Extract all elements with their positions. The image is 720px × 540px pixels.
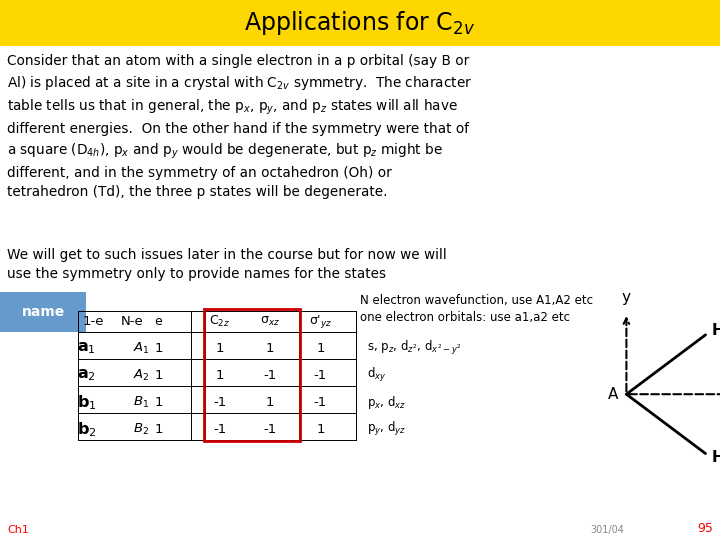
Text: -1: -1 [264, 423, 276, 436]
Text: σ$_{xz}$: σ$_{xz}$ [260, 315, 280, 328]
Text: Applications for C$_{2v}$: Applications for C$_{2v}$ [245, 9, 475, 37]
Text: 1: 1 [316, 423, 325, 436]
Text: p$_y$, d$_{yz}$: p$_y$, d$_{yz}$ [367, 420, 406, 438]
Text: N electron wavefunction, use A1,A2 etc
one electron orbitals: use a1,a2 etc: N electron wavefunction, use A1,A2 etc o… [360, 294, 593, 325]
Text: name: name [22, 305, 65, 319]
Text: B$_1$: B$_1$ [133, 395, 149, 410]
Text: A: A [608, 387, 618, 402]
Text: σ'$_{yz}$: σ'$_{yz}$ [309, 313, 332, 330]
Text: A$_2$: A$_2$ [132, 368, 150, 383]
Text: d$_{xy}$: d$_{xy}$ [367, 366, 387, 384]
Text: 1: 1 [266, 396, 274, 409]
Text: 1: 1 [215, 369, 224, 382]
Text: B$_2$: B$_2$ [133, 422, 149, 437]
Text: 1: 1 [154, 423, 163, 436]
Text: 1: 1 [266, 342, 274, 355]
Text: -1: -1 [213, 396, 226, 409]
Text: Consider that an atom with a single electron in a p orbital (say B or
Al) is pla: Consider that an atom with a single elec… [7, 54, 472, 199]
Text: C$_{2z}$: C$_{2z}$ [209, 314, 230, 329]
Text: 1-e: 1-e [83, 315, 104, 328]
Text: s, p$_z$, d$_{z^2}$, d$_{x^2-y^2}$: s, p$_z$, d$_{z^2}$, d$_{x^2-y^2}$ [367, 339, 462, 357]
Text: 301/04: 301/04 [590, 524, 624, 535]
Text: 1: 1 [316, 342, 325, 355]
Text: p$_x$, d$_{xz}$: p$_x$, d$_{xz}$ [367, 394, 406, 411]
Text: -1: -1 [314, 396, 327, 409]
Text: a$_2$: a$_2$ [77, 367, 96, 383]
Text: We will get to such issues later in the course but for now we will
use the symme: We will get to such issues later in the … [7, 248, 447, 281]
Text: -1: -1 [213, 423, 226, 436]
Text: H: H [711, 450, 720, 465]
Text: b$_1$: b$_1$ [76, 393, 96, 411]
Text: 1: 1 [154, 342, 163, 355]
Text: -1: -1 [314, 369, 327, 382]
Text: 1: 1 [215, 342, 224, 355]
Text: a$_1$: a$_1$ [77, 340, 96, 356]
Text: Ch1: Ch1 [7, 524, 29, 535]
Text: 95: 95 [697, 522, 713, 535]
Text: A$_1$: A$_1$ [132, 341, 150, 356]
Text: e: e [155, 315, 162, 328]
Text: 1: 1 [154, 369, 163, 382]
Text: y: y [622, 290, 631, 305]
Text: -1: -1 [264, 369, 276, 382]
Text: N-e: N-e [121, 315, 144, 328]
Text: 1: 1 [154, 396, 163, 409]
Text: b$_2$: b$_2$ [76, 420, 96, 438]
Text: H: H [711, 323, 720, 338]
